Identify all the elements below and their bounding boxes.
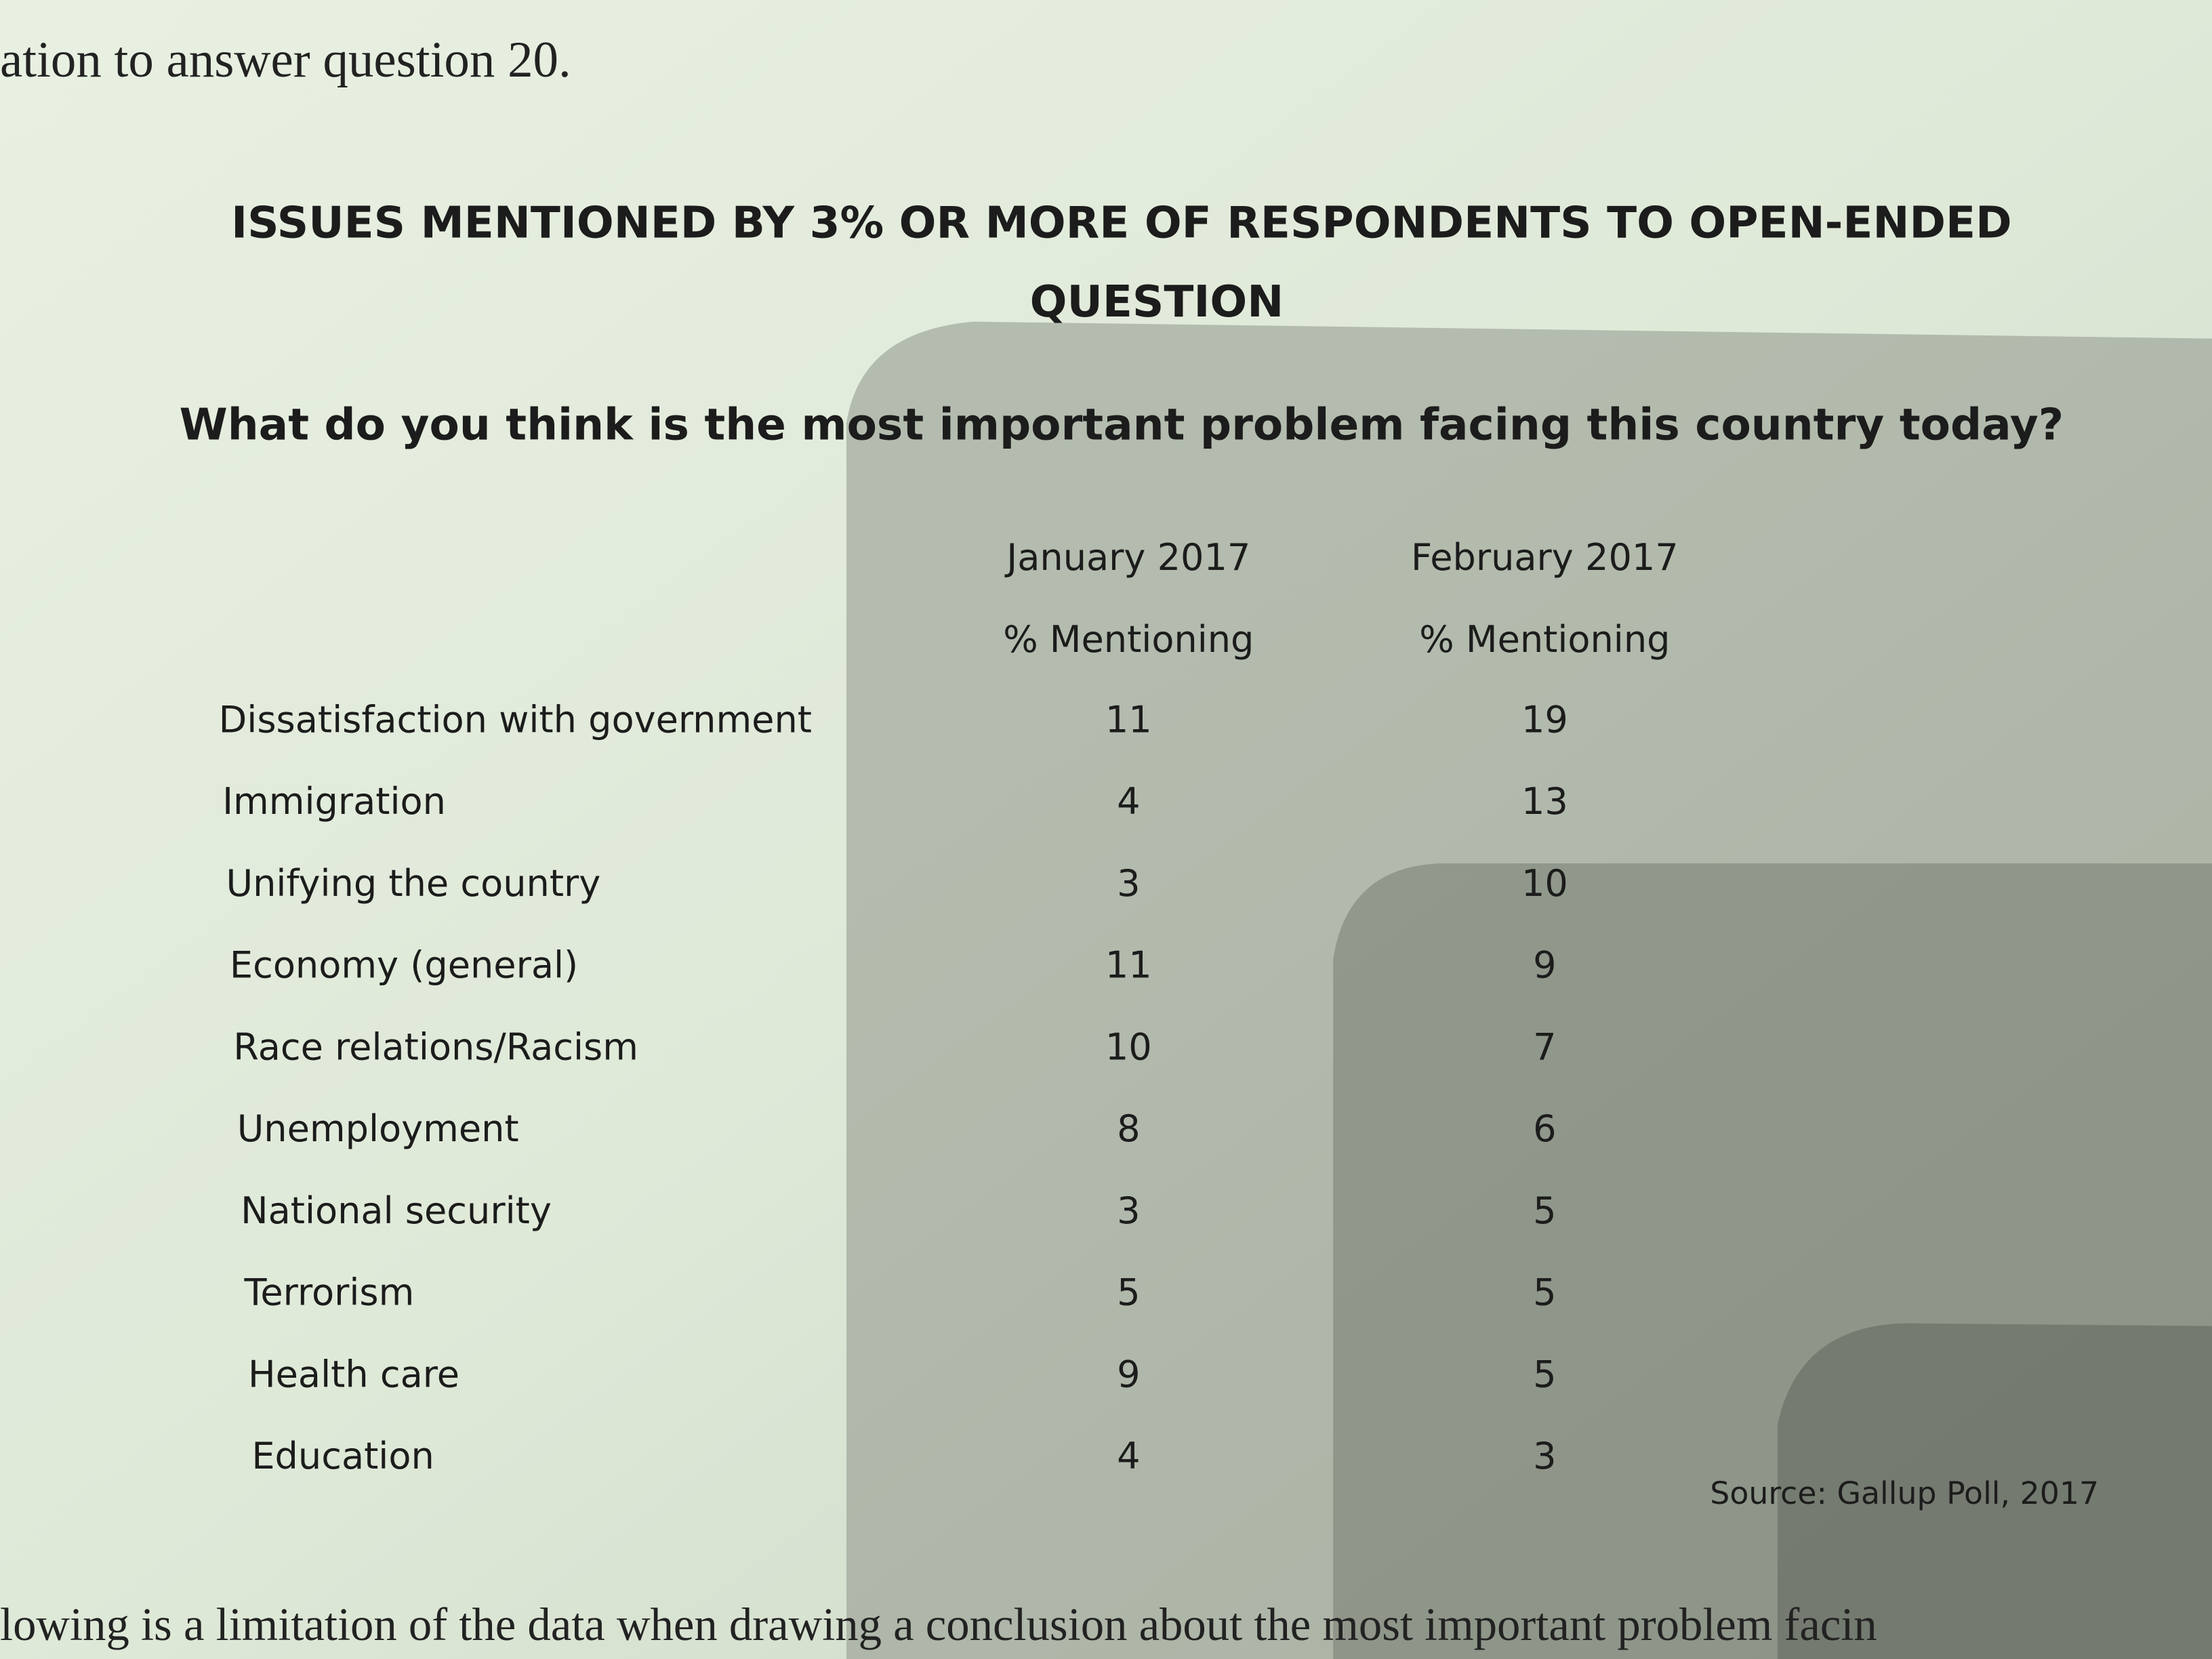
shadow [846, 321, 2212, 1659]
row-label: Economy (general) [230, 944, 578, 987]
cell-value: 9 [1117, 1353, 1140, 1395]
shadow [1777, 1323, 2212, 1659]
footer-text: lowing is a limitation of the data when … [0, 1599, 1877, 1650]
title: QUESTION [1030, 276, 1284, 327]
row-label: Terrorism [244, 1271, 415, 1314]
cell-value: 10 [1521, 862, 1568, 905]
cell-value: 5 [1533, 1353, 1556, 1395]
cell-value: 5 [1533, 1189, 1556, 1232]
cell-value: 3 [1117, 1189, 1140, 1232]
cell-value: 3 [1533, 1435, 1556, 1477]
cell-value: 19 [1521, 698, 1568, 741]
column-header: February 2017 [1411, 536, 1679, 579]
column-subheader: % Mentioning [1419, 618, 1670, 661]
intro-text: ation to answer question 20. [0, 32, 571, 88]
row-label: Health care [248, 1353, 459, 1395]
table: January 2017 % Mentioning February 2017 % M… [219, 536, 1679, 1477]
cell-value: 11 [1105, 698, 1152, 741]
row-label: Race relations/Racism [233, 1025, 638, 1068]
shadow [1333, 863, 2212, 1659]
cell-value: 5 [1533, 1271, 1556, 1314]
cell-value: 7 [1533, 1025, 1556, 1068]
cell-value: 10 [1105, 1025, 1152, 1068]
cell-value: 13 [1521, 780, 1568, 823]
title: ISSUES MENTIONED BY 3% OR MORE OF RESPON… [231, 198, 2011, 249]
row-label: Immigration [222, 780, 446, 823]
row-label: National security [241, 1189, 552, 1232]
cell-value: 3 [1117, 862, 1140, 905]
cell-value: 8 [1117, 1107, 1140, 1150]
column-subheader: % Mentioning [1003, 618, 1254, 661]
question: What do you think is the most important … [180, 399, 2064, 450]
cell-value: 9 [1533, 944, 1556, 987]
source: Source: Gallup Poll, 2017 [1710, 1475, 2099, 1511]
cell-value: 4 [1117, 780, 1140, 823]
cell-value: 5 [1117, 1271, 1140, 1314]
cell-value: 6 [1533, 1107, 1556, 1150]
row-label: Education [251, 1435, 434, 1477]
column-header: January 2017 [1004, 536, 1250, 579]
row-label: Unemployment [237, 1107, 519, 1150]
row-label: Unifying the country [226, 862, 600, 905]
row-label: Dissatisfaction with government [219, 698, 812, 741]
cell-value: 11 [1105, 944, 1152, 987]
cell-value: 4 [1117, 1435, 1140, 1477]
